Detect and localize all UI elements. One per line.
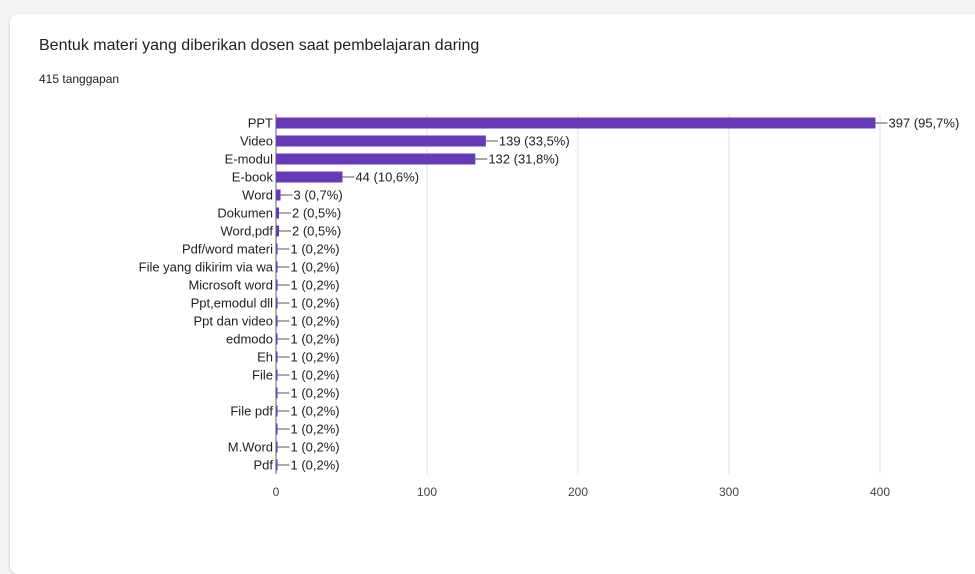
chart-title: Bentuk materi yang diberikan dosen saat … (39, 37, 480, 54)
x-tick-label: 200 (568, 485, 588, 499)
x-tick-label: 300 (719, 485, 739, 499)
category-label: File yang dikirim via wa (139, 260, 274, 275)
category-label: File pdf (230, 404, 273, 419)
bar (276, 297, 278, 309)
bar (276, 207, 280, 219)
bar (276, 351, 278, 363)
bar (276, 441, 278, 453)
bar (276, 387, 278, 399)
bar (276, 333, 278, 345)
value-label: 2 (0,5%) (292, 206, 341, 221)
category-label: Dokumen (217, 206, 273, 221)
value-label: 1 (0,2%) (291, 458, 340, 473)
response-count: 415 tanggapan (39, 72, 120, 86)
x-tick-label: 400 (870, 485, 890, 499)
value-label: 1 (0,2%) (291, 260, 340, 275)
value-label: 1 (0,2%) (291, 440, 340, 455)
value-label: 1 (0,2%) (291, 314, 340, 329)
category-label: Ppt,emodul dll (191, 296, 273, 311)
category-label: Word,pdf (220, 224, 273, 239)
category-label: Ppt dan video (193, 314, 273, 329)
category-label: Pdf (253, 458, 273, 473)
bar (276, 153, 476, 165)
category-label: Eh (257, 350, 273, 365)
bar (276, 423, 278, 435)
bar-chart: 0 100 200 300 400 PPT 397 (95,7%) Video 139 (33,… (139, 114, 959, 499)
bar (276, 135, 486, 147)
value-label: 132 (31,8%) (488, 152, 559, 167)
bar (276, 405, 278, 417)
bar (276, 315, 278, 327)
category-label: PPT (248, 116, 273, 131)
value-label: 1 (0,2%) (291, 332, 340, 347)
bar (276, 171, 343, 183)
bar (276, 225, 280, 237)
bar (276, 261, 278, 273)
category-label: File (252, 368, 273, 383)
value-label: 1 (0,2%) (291, 278, 340, 293)
value-label: 2 (0,5%) (292, 224, 341, 239)
x-tick-label: 0 (273, 485, 280, 499)
value-label: 1 (0,2%) (291, 296, 340, 311)
value-label: 3 (0,7%) (294, 188, 343, 203)
value-label: 44 (10,6%) (355, 170, 419, 185)
value-label: 1 (0,2%) (291, 386, 340, 401)
category-label: M.Word (228, 440, 273, 455)
category-label: Microsoft word (188, 278, 273, 293)
chart-card: Bentuk materi yang diberikan dosen saat … (10, 14, 975, 574)
category-label: E-modul (225, 152, 274, 167)
value-label: 139 (33,5%) (499, 134, 570, 149)
bar (276, 117, 876, 129)
value-label: 1 (0,2%) (291, 422, 340, 437)
category-label: Pdf/word materi (182, 242, 273, 257)
category-label: E-book (232, 170, 274, 185)
bar (276, 459, 278, 471)
bar (276, 189, 281, 201)
bar (276, 279, 278, 291)
bar (276, 243, 278, 255)
value-label: 1 (0,2%) (291, 350, 340, 365)
value-label: 1 (0,2%) (291, 368, 340, 383)
bar (276, 369, 278, 381)
category-label: Word (242, 188, 273, 203)
category-label: Video (240, 134, 273, 149)
category-label: edmodo (226, 332, 273, 347)
value-label: 397 (95,7%) (888, 116, 959, 131)
x-tick-label: 100 (417, 485, 437, 499)
value-label: 1 (0,2%) (291, 242, 340, 257)
value-label: 1 (0,2%) (291, 404, 340, 419)
